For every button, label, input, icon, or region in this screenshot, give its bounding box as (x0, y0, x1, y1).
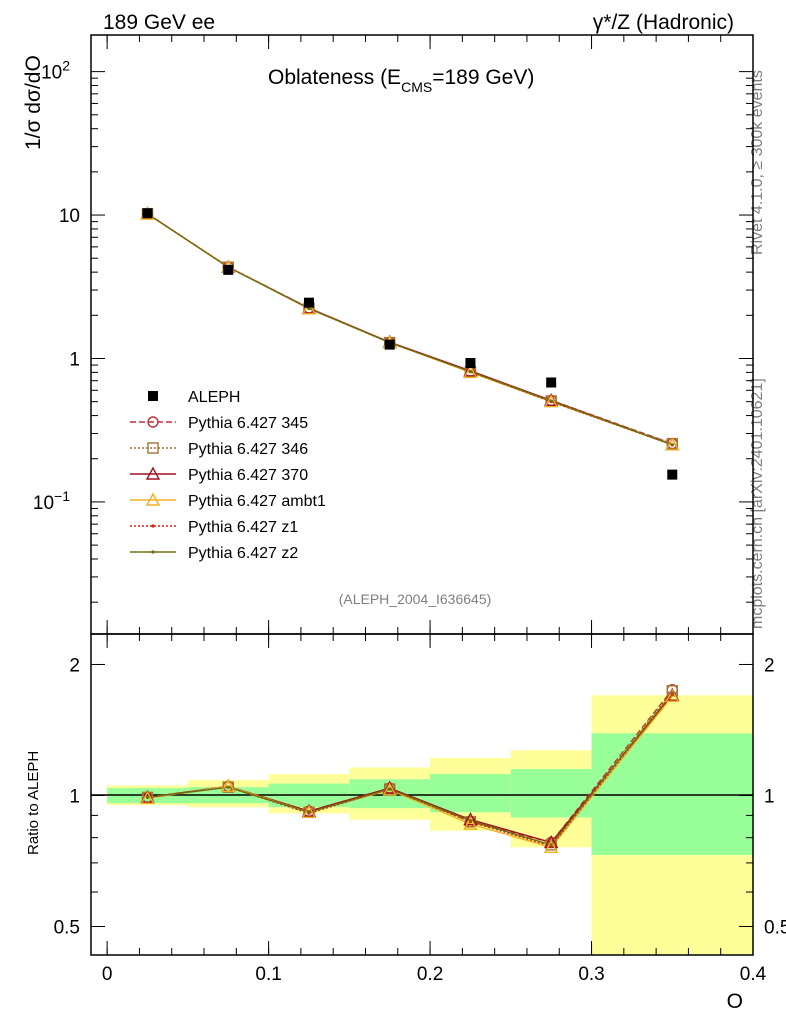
series-point-ambt1 (301, 301, 317, 315)
ratio-point-z2 (468, 819, 473, 823)
series-line-p346 (147, 213, 673, 445)
ratio-plot-panel: 0.5 0.5 1 1 2 2 0 0.1 0.2 0.3 0.4 Ratio to ALEPH O (25, 633, 786, 1013)
data-point-aleph (142, 208, 153, 219)
y-tick-label: 10−1 (33, 488, 70, 514)
legend-label-z2: Pythia 6.427 z2 (188, 545, 298, 562)
ratio-point-z2 (549, 843, 553, 847)
x-tick-label: 0.2 (417, 964, 443, 985)
uncertainty-band-inner (430, 774, 511, 813)
ratio-point-p346 (222, 781, 234, 793)
ratio-y-tick-label-left: 2 (69, 655, 80, 676)
x-tick-label: 0 (102, 964, 113, 985)
x-tick-label: 0.3 (578, 964, 604, 985)
main-plot-panel: 102 10 1 10−1 Oblateness (ECMS=189 GeV) 1/σ… (22, 34, 754, 635)
legend-label-p345: Pythia 6.427 345 (188, 415, 308, 432)
ratio-plot-frame (90, 633, 754, 956)
ratio-point-ambt1 (382, 782, 397, 796)
x-tick-label: 0.4 (740, 964, 767, 985)
data-point-aleph (667, 469, 678, 480)
ratio-point-z2 (226, 785, 230, 789)
series-point-z2 (670, 443, 674, 447)
data-point-aleph (223, 264, 234, 275)
ratio-point-ambt1 (221, 778, 236, 792)
series-point-ambt1 (665, 437, 680, 451)
ratio-y-tick-label-left: 1 (69, 786, 80, 807)
ratio-point-ambt1 (463, 816, 478, 830)
series-line-z2 (147, 213, 673, 446)
y-tick-label: 102 (41, 58, 70, 84)
y-tick-label: 10 (59, 206, 80, 227)
series-line-z1 (147, 213, 673, 446)
series-line-p370 (147, 213, 673, 446)
header-left: 189 GeV ee (103, 11, 215, 34)
legend-marker-ambt1 (145, 492, 161, 506)
legend-marker-p345 (147, 416, 159, 428)
ratio-y-tick-label-left: 0.5 (54, 917, 80, 938)
series-point-z2 (549, 399, 553, 403)
legend-marker-z2 (151, 550, 155, 554)
legend: ALEPH Pythia 6.427 345 Pythia 6.427 346 Pyt… (130, 389, 326, 562)
y-tick-label: 1 (69, 349, 80, 370)
data-point-aleph (303, 297, 314, 308)
ratio-point-z2 (670, 691, 674, 695)
ratio-point-ambt1 (301, 804, 317, 818)
ratio-point-p346 (666, 685, 678, 697)
ratio-point-ambt1 (665, 688, 680, 703)
legend-label-aleph: ALEPH (188, 389, 240, 406)
data-point-aleph (465, 358, 476, 369)
ratio-point-ambt1 (140, 790, 155, 805)
header-right: γ*/Z (Hadronic) (593, 11, 734, 34)
ratio-point-p370 (463, 812, 478, 826)
ratio-point-z2 (145, 795, 150, 799)
series-line-p345 (147, 213, 673, 445)
ratio-y-axis-label: Ratio to ALEPH (25, 751, 42, 855)
data-point-aleph (546, 377, 557, 388)
series-point-z2 (468, 370, 473, 374)
legend-label-z1: Pythia 6.427 z1 (188, 519, 298, 536)
ratio-point-z2 (307, 810, 311, 814)
legend-marker-p346 (147, 442, 159, 454)
analysis-id: (ALEPH_2004_I636645) (339, 591, 492, 607)
legend-label-p346: Pythia 6.427 346 (188, 441, 308, 458)
ratio-point-ambt1 (543, 839, 559, 854)
legend-marker-aleph (148, 391, 158, 401)
ratio-y-tick-label-right: 1 (764, 786, 775, 807)
legend-label-p370: Pythia 6.427 370 (188, 467, 308, 484)
x-axis-label: O (727, 990, 743, 1013)
data-point-aleph (384, 339, 395, 350)
ratio-y-tick-label-right: 2 (764, 655, 775, 676)
main-y-axis-label: 1/σ dσ/dO (22, 55, 45, 150)
uncertainty-band-inner (591, 733, 753, 855)
ratio-y-tick-label-right: 0.5 (764, 917, 786, 938)
main-plot-title: Oblateness (ECMS=189 GeV) (268, 66, 534, 95)
series-line-ambt1 (147, 213, 673, 446)
legend-marker-p370 (145, 466, 161, 480)
series-point-p370 (463, 363, 478, 377)
ratio-point-p370 (382, 780, 397, 794)
legend-marker-z1 (151, 524, 155, 528)
series-point-z2 (307, 306, 311, 311)
legend-label-ambt1: Pythia 6.427 ambt1 (188, 493, 326, 510)
series-point-ambt1 (463, 364, 478, 379)
series-point-ambt1 (543, 394, 559, 408)
ratio-point-z2 (388, 787, 392, 791)
x-tick-label: 0.1 (255, 964, 281, 985)
rivet-label: Rivet 4.1.0, ≥ 300k events (749, 70, 766, 255)
